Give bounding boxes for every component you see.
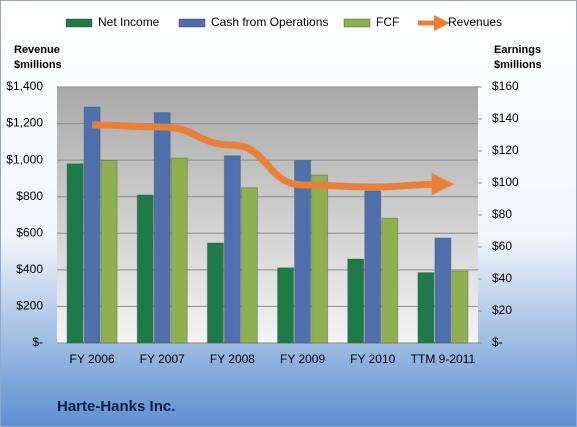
chart-title: Harte-Hanks Inc. xyxy=(57,398,175,415)
y-tick-label: $600 xyxy=(16,225,43,239)
legend-swatch xyxy=(65,18,93,28)
legend-swatch xyxy=(343,18,371,28)
y-tick-label: $400 xyxy=(16,262,43,276)
y2-tick-label: $80 xyxy=(492,207,512,221)
plot-area xyxy=(57,87,478,343)
x-tick-label: FY 2008 xyxy=(210,352,255,366)
bar xyxy=(277,267,295,344)
legend-label: FCF xyxy=(376,15,399,29)
x-tick-label: FY 2007 xyxy=(140,352,185,366)
y2-tick-label: $100 xyxy=(492,175,519,189)
y-tick-label: $200 xyxy=(16,299,43,313)
bar xyxy=(170,157,188,344)
bar xyxy=(100,160,118,344)
bar xyxy=(417,272,435,344)
x-tick-label: FY 2006 xyxy=(70,352,115,366)
y2-tick-label: $20 xyxy=(492,303,512,317)
y2-axis-label: $millions xyxy=(494,59,542,71)
y-tick-label: $- xyxy=(32,335,43,349)
bar xyxy=(136,194,154,344)
bar xyxy=(434,237,452,344)
y2-tick-label: $160 xyxy=(492,79,519,93)
bar xyxy=(206,242,224,344)
bar xyxy=(311,174,329,344)
bar xyxy=(381,217,399,344)
legend-label: Net Income xyxy=(98,15,160,29)
y-tick-label: $1,400 xyxy=(6,79,43,93)
y-axis-label: Revenue xyxy=(14,44,60,56)
y-tick-label: $1,200 xyxy=(6,116,43,130)
bar xyxy=(223,155,241,344)
x-tick-label: FY 2010 xyxy=(350,352,395,366)
legend-swatch xyxy=(178,18,206,28)
y2-tick-label: $- xyxy=(492,335,503,349)
bar xyxy=(347,258,365,344)
y-tick-label: $1,000 xyxy=(6,152,43,166)
y2-tick-label: $60 xyxy=(492,239,512,253)
bar xyxy=(66,163,84,344)
y2-tick-label: $120 xyxy=(492,143,519,157)
y2-axis-label: Earnings xyxy=(494,44,541,56)
legend-label: Cash from Operations xyxy=(211,15,328,29)
y2-tick-label: $40 xyxy=(492,271,512,285)
bar xyxy=(294,160,312,344)
bar xyxy=(153,112,171,344)
bar xyxy=(364,190,382,344)
line xyxy=(92,121,455,196)
bar xyxy=(83,106,101,344)
bar xyxy=(240,187,258,344)
x-tick-label: TTM 9-2011 xyxy=(411,352,476,366)
legend-label: Revenues xyxy=(448,15,502,29)
y-axis-label: $millions xyxy=(14,59,62,71)
bar xyxy=(451,270,469,344)
y-tick-label: $800 xyxy=(16,189,43,203)
x-tick-label: FY 2009 xyxy=(280,352,325,366)
y2-tick-label: $140 xyxy=(492,111,519,125)
